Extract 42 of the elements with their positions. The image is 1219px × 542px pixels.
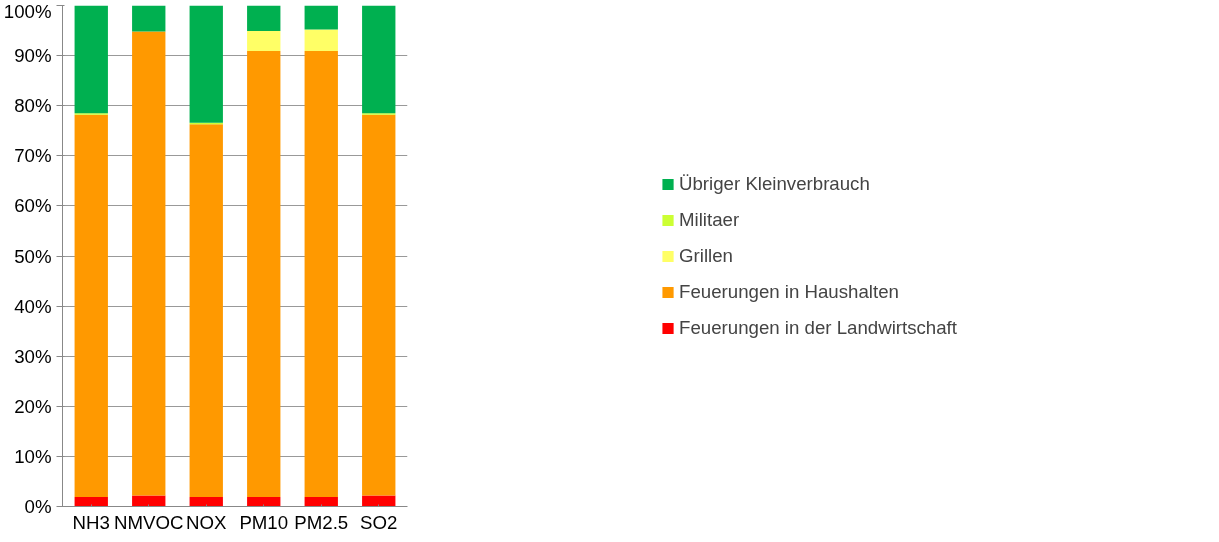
legend-label: Feuerungen in Haushalten (679, 280, 899, 303)
x-tick-label: NMVOC (114, 511, 184, 533)
bar (189, 124, 223, 497)
bar (362, 495, 396, 507)
y-tick-label: 10% (14, 445, 52, 467)
y-tick-label: 50% (14, 245, 52, 267)
bar (304, 5, 338, 30)
x-tick-label: PM10 (239, 511, 289, 533)
bar (247, 51, 281, 497)
x-tick-label: NOX (186, 511, 228, 533)
y-tick-label: 0% (24, 496, 52, 517)
bar (132, 31, 166, 496)
bar (74, 496, 108, 507)
y-tick-label: 20% (14, 395, 52, 417)
x-tick-label: PM2.5 (294, 511, 349, 533)
bar (132, 495, 166, 507)
y-tick-label: 90% (14, 45, 52, 67)
y-tick-label: 30% (14, 345, 52, 367)
legend-label: Militaer (679, 208, 740, 231)
legend-label: Feuerungen in der Landwirtschaft (679, 316, 957, 339)
y-tick-label: 40% (14, 295, 52, 317)
x-tick-label: NH3 (72, 511, 110, 533)
bar (362, 114, 396, 496)
bar (247, 496, 281, 507)
legend-label: Übriger Kleinverbrauch (679, 172, 870, 195)
bar (304, 496, 338, 507)
y-tick-label: 80% (14, 95, 52, 117)
bar (189, 496, 223, 507)
bar (362, 5, 396, 114)
x-tick-label: SO2 (360, 511, 398, 533)
y-tick-label: 60% (14, 195, 52, 217)
bar (304, 51, 338, 497)
bar (74, 114, 108, 497)
bar (247, 31, 281, 52)
y-tick-label: 100% (3, 0, 52, 22)
y-tick-label: 70% (14, 145, 52, 167)
legend-label: Grillen (679, 244, 733, 267)
bar (247, 5, 281, 32)
bar (132, 5, 166, 32)
bar (189, 5, 223, 123)
bar (74, 5, 108, 114)
bar (304, 29, 338, 52)
